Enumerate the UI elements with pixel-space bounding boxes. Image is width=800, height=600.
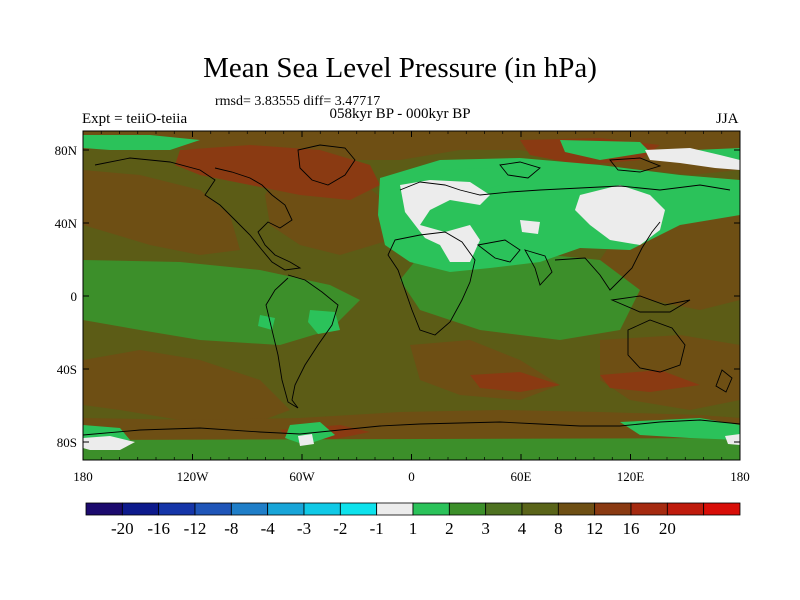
- colorbar-swatch: [485, 502, 523, 516]
- lat-tick-label: 80N: [55, 143, 78, 158]
- lon-tick-label: 60W: [289, 469, 315, 484]
- colorbar-swatch: [448, 502, 487, 516]
- latitude-axis: 80N 40N 0 40S 80S: [55, 143, 740, 450]
- lon-tick-label: 120W: [177, 469, 210, 484]
- colorbar-swatch: [412, 502, 450, 516]
- colorbar-label: -16: [147, 519, 170, 538]
- period-label: 058kyr BP - 000kyr BP: [329, 106, 471, 122]
- lat-tick-label: 40S: [57, 362, 77, 377]
- lat-tick-label: 80S: [57, 435, 77, 450]
- colorbar-swatch: [194, 502, 232, 516]
- field-white-zones: [83, 148, 740, 450]
- map-title: Mean Sea Level Pressure (in hPa): [203, 52, 597, 84]
- colorbar-label: 16: [623, 519, 640, 538]
- colorbar-label: -3: [297, 519, 311, 538]
- colorbar-swatch: [230, 502, 269, 516]
- colorbar-swatch: [703, 502, 741, 516]
- colorbar-swatch: [121, 502, 160, 516]
- colorbar: -20 -16 -12 -8 -4 -3 -2 -1 1 2 3 4 8 12 16 20: [85, 502, 741, 538]
- colorbar-label: -8: [224, 519, 238, 538]
- lat-tick-label: 40N: [55, 216, 78, 231]
- field-darkgreen-zones: [83, 252, 740, 460]
- lat-tick-label: 0: [71, 289, 78, 304]
- lon-tick-label: 0: [408, 469, 415, 484]
- colorbar-label: -4: [261, 519, 276, 538]
- colorbar-swatch: [158, 502, 196, 516]
- colorbar-label: -2: [333, 519, 347, 538]
- pressure-field: [83, 131, 740, 460]
- colorbar-swatch: [376, 502, 414, 516]
- experiment-label: Expt = teiiO-teiia: [82, 111, 188, 127]
- colorbar-label: 4: [518, 519, 527, 538]
- colorbar-label: 20: [659, 519, 676, 538]
- colorbar-swatch: [630, 502, 668, 516]
- colorbar-label: 12: [586, 519, 603, 538]
- colorbar-swatch: [594, 502, 632, 516]
- lon-tick-label: 60E: [511, 469, 532, 484]
- colorbar-label: 2: [445, 519, 454, 538]
- colorbar-swatch: [666, 502, 705, 516]
- lon-tick-label: 180: [730, 469, 750, 484]
- colorbar-label: -12: [184, 519, 207, 538]
- colorbar-label: 1: [409, 519, 418, 538]
- colorbar-swatch: [303, 502, 341, 516]
- coastlines: [83, 144, 740, 436]
- colorbar-swatch: [85, 502, 123, 516]
- longitude-axis: 180 120W 60W 0 60E 120E 180: [73, 131, 750, 484]
- colorbar-label: -1: [370, 519, 384, 538]
- colorbar-label: -20: [111, 519, 134, 538]
- season-label: JJA: [716, 111, 739, 127]
- lon-tick-label: 120E: [617, 469, 645, 484]
- colorbar-swatch: [339, 502, 378, 516]
- colorbar-swatch: [267, 502, 305, 516]
- lon-tick-label: 180: [73, 469, 93, 484]
- colorbar-label: 8: [554, 519, 563, 538]
- colorbar-label: 3: [481, 519, 490, 538]
- colorbar-swatch: [557, 502, 596, 516]
- stats-label: rmsd= 3.83555 diff= 3.47717: [215, 94, 381, 109]
- colorbar-swatch: [521, 502, 559, 516]
